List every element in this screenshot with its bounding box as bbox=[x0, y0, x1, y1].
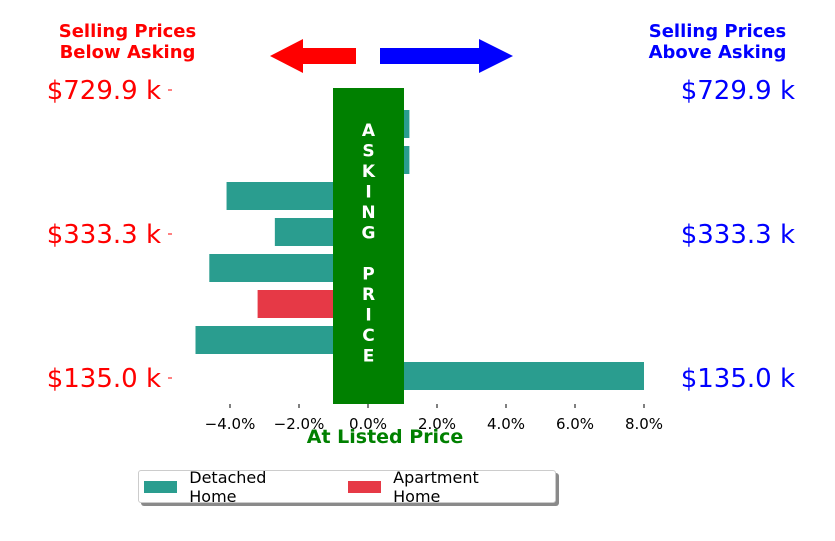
x-tick-label-0: −4.0% bbox=[205, 415, 256, 433]
header-above-line-1: Selling Prices bbox=[648, 21, 787, 42]
legend-item-apartment: Apartment Home bbox=[347, 467, 528, 506]
band-letter-5: G bbox=[362, 224, 376, 244]
y-tick-right-2: $135.0 k bbox=[681, 364, 795, 394]
right-arrow-icon bbox=[380, 39, 513, 73]
header-above-asking: Selling Prices Above Asking bbox=[605, 21, 830, 63]
y-tick-right-0: $729.9 k bbox=[681, 76, 795, 106]
legend-swatch-apartment bbox=[347, 480, 382, 493]
bars-group bbox=[195, 110, 644, 390]
legend-item-detached: Detached Home bbox=[144, 468, 316, 506]
x-axis-group: −4.0% −2.0% 0.0% 2.0% 4.0% 6.0% 8.0% bbox=[205, 404, 663, 433]
band-letter-9: I bbox=[365, 306, 371, 326]
header-below-line-1: Selling Prices bbox=[58, 21, 197, 42]
x-tick-label-4: 4.0% bbox=[487, 415, 525, 433]
left-arrow-icon bbox=[270, 39, 356, 73]
legend: Detached Home Apartment Home bbox=[138, 467, 556, 506]
band-letter-8: R bbox=[362, 285, 375, 305]
band-letter-0: A bbox=[362, 121, 376, 141]
bar-detached-7 bbox=[368, 362, 644, 390]
x-tick-label-3: 2.0% bbox=[418, 415, 456, 433]
legend-label-apartment: Apartment Home bbox=[393, 467, 479, 506]
y-tick-right-1: $333.3 k bbox=[681, 220, 795, 250]
header-below-line-2: Below Asking bbox=[59, 42, 196, 63]
x-tick-label-2: 0.0% bbox=[349, 415, 387, 433]
y-tick-group: $729.9 k $729.9 k $333.3 k $333.3 k $135.0 k… bbox=[47, 76, 795, 394]
asking-price-band bbox=[333, 88, 404, 404]
y-tick-left-0: $729.9 k bbox=[47, 76, 161, 106]
x-tick-label-1: −2.0% bbox=[274, 415, 325, 433]
x-axis-label: At Listed Price bbox=[306, 426, 464, 448]
x-tick-label-5: 6.0% bbox=[556, 415, 594, 433]
header-above-line-2: Above Asking bbox=[648, 42, 787, 63]
band-letter-10: C bbox=[362, 326, 374, 346]
y-tick-left-1: $333.3 k bbox=[47, 220, 161, 250]
band-letter-3: I bbox=[365, 183, 371, 203]
legend-swatch-detached bbox=[144, 480, 178, 493]
x-tick-label-6: 8.0% bbox=[625, 415, 663, 433]
header-below-asking: Selling Prices Below Asking bbox=[20, 21, 235, 63]
legend-label-detached: Detached Home bbox=[189, 467, 267, 506]
y-tick-left-2: $135.0 k bbox=[47, 364, 161, 394]
band-letter-7: P bbox=[362, 265, 374, 285]
band-letter-4: N bbox=[361, 203, 375, 223]
band-letter-11: E bbox=[363, 347, 375, 367]
band-letter-2: K bbox=[362, 162, 376, 182]
band-letter-1: S bbox=[362, 142, 374, 162]
